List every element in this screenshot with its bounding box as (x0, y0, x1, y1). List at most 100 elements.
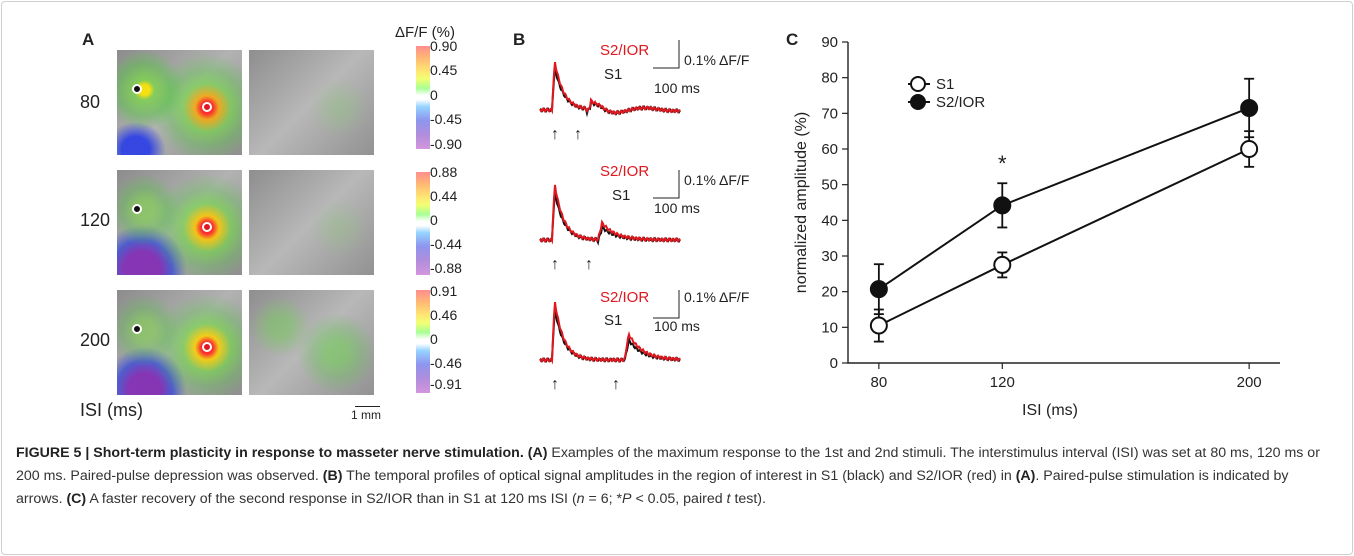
colorbar-tick: 0.88 (430, 164, 458, 180)
panel-a-letter: A (82, 30, 95, 49)
caption-text: = 6; * (584, 491, 623, 507)
caption-text: Examples of the maximum response to the … (16, 445, 1320, 484)
panel-b-letter: B (513, 30, 526, 49)
roi-s2-marker (202, 102, 212, 112)
trace-label-s1: S1 (604, 312, 623, 329)
y-tick-label: 50 (821, 177, 838, 194)
data-point (993, 196, 1012, 215)
y-tick-label: 20 (821, 284, 838, 301)
response-map-s2 (249, 290, 374, 395)
trace-label-s2: S2/IOR (600, 163, 650, 180)
colorbar-tick: -0.88 (430, 260, 462, 276)
colorbar-tick: -0.45 (430, 111, 462, 127)
isi-row-label: 200 (80, 330, 111, 350)
trace-scale-bar (653, 290, 680, 319)
roi-s1-marker (132, 84, 142, 94)
scale-y-label: 0.1% ΔF/F (684, 172, 750, 188)
legend-label: S2/IOR (936, 94, 985, 111)
response-map-s2 (249, 50, 374, 155)
y-tick-label: 90 (821, 34, 838, 51)
trace-s2-ior (539, 184, 681, 245)
colorbar-tick: 0.91 (430, 283, 458, 299)
trace-s2-ior (539, 301, 681, 365)
trace-label-s2: S2/IOR (600, 289, 650, 306)
legend-marker (910, 94, 926, 110)
roi-s1-marker (132, 204, 142, 214)
trace-scale-bar (653, 170, 680, 199)
y-tick-label: 40 (821, 212, 838, 229)
x-tick-label: 120 (990, 374, 1015, 391)
colorbar-tick: 0.44 (430, 188, 458, 204)
colorbar-tick: 0 (430, 331, 438, 347)
scale-bar-label: 1 mm (351, 408, 381, 422)
caption-text: The temporal profiles of optical signal … (342, 468, 1016, 484)
scale-x-label: 100 ms (654, 318, 700, 334)
scale-y-label: 0.1% ΔF/F (684, 289, 750, 305)
traces-group (539, 40, 681, 365)
y-tick-label: 60 (821, 141, 838, 158)
caption-italic: P (622, 491, 632, 507)
caption-text: test). (730, 491, 766, 507)
y-tick-label: 70 (821, 105, 838, 122)
trace-label-s1: S1 (612, 187, 631, 204)
colorbar (416, 172, 430, 275)
chart-axes (847, 42, 1280, 364)
trace-s2-ior (539, 61, 681, 116)
isi-row-label: 80 (80, 92, 101, 112)
line-chart: 0 10 20 30 40 50 60 70 80 90 80 120 200 ISI (ms) norma… (793, 34, 1280, 419)
data-point (1240, 98, 1259, 117)
caption-italic: t (726, 491, 731, 507)
roi-s2-marker (202, 342, 212, 352)
colorbar-tick: -0.46 (430, 355, 462, 371)
significance-marker: * (998, 151, 1007, 176)
response-map-s2 (249, 170, 374, 275)
scale-y-label: 0.1% ΔF/F (684, 52, 750, 68)
trace-panel (539, 40, 681, 365)
scale-x-label: 100 ms (654, 200, 700, 216)
scale-bar (355, 406, 380, 407)
x-tick-label: 80 (871, 374, 888, 391)
y-tick-label: 10 (821, 319, 838, 336)
caption-title: FIGURE 5 | Short-term plasticity in resp… (16, 445, 524, 461)
caption-text: < 0.05, paired (631, 491, 727, 507)
colorbar-tick: 0.46 (430, 307, 458, 323)
y-tick-label: 80 (821, 70, 838, 87)
roi-s1-marker (132, 324, 142, 334)
data-point (1240, 140, 1259, 158)
isi-row-label: 120 (80, 210, 111, 230)
data-point (993, 255, 1012, 274)
response-map-s1 (117, 290, 242, 395)
caption-text: A faster recovery of the second response… (86, 491, 577, 507)
stimulus-arrow-2: ↑ (574, 126, 582, 143)
colorbar-tick: -0.91 (430, 376, 462, 392)
trace-label-s2: S2/IOR (600, 42, 650, 59)
series-line-1 (878, 107, 1250, 290)
stimulus-arrow-1: ↑ (551, 256, 559, 273)
series-line-0 (878, 148, 1250, 327)
panel-a-axis-label: ISI (ms) (80, 400, 143, 420)
y-tick-label: 0 (830, 355, 838, 372)
y-tick-label: 30 (821, 248, 838, 265)
caption-ref: (A) (527, 445, 548, 461)
colorbar-tick: 0.45 (430, 62, 458, 78)
x-axis-label: ISI (ms) (1022, 402, 1078, 419)
caption-text: . Paired-pulse stimulation is indicated … (16, 468, 1289, 507)
colorbar (416, 290, 430, 393)
stimulus-arrow-1: ↑ (551, 376, 559, 393)
data-point (869, 316, 888, 335)
y-axis-label: normalized amplitude (%) (793, 112, 810, 293)
caption-ref: (A) (1015, 468, 1036, 484)
stimulus-arrow-2: ↑ (585, 256, 593, 273)
response-map-s1 (117, 170, 242, 275)
figure-caption: FIGURE 5 | Short-term plasticity in resp… (16, 442, 1336, 511)
colorbar-tick: 0 (430, 87, 438, 103)
trace-scale-bar (653, 40, 680, 69)
colorbar (416, 46, 430, 149)
scale-x-label: 100 ms (654, 80, 700, 96)
panel-c-letter: C (786, 30, 799, 49)
caption-ref: (C) (66, 491, 87, 507)
data-point (869, 280, 888, 299)
colorbar-title: ΔF/F (%) (395, 24, 456, 41)
